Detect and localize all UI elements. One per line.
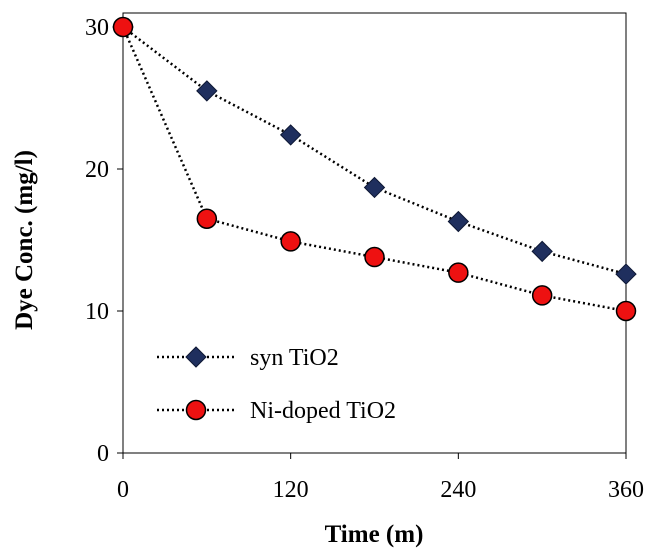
data-point — [363, 176, 386, 199]
legend-item: Ni-doped TiO2 — [157, 398, 396, 424]
data-point — [364, 246, 385, 268]
legend-label: syn TiO2 — [250, 345, 339, 371]
y-axis-ticks: 0 10 20 30 — [85, 15, 123, 467]
legend-item: syn TiO2 — [157, 345, 339, 371]
x-tick-label: 360 — [608, 477, 644, 503]
legend-marker — [185, 346, 207, 368]
legend-label: Ni-doped TiO2 — [250, 398, 396, 424]
legend: syn TiO2 Ni-doped TiO2 — [157, 345, 396, 424]
x-tick-label: 120 — [273, 477, 309, 503]
plot-area — [122, 12, 627, 454]
y-tick-label: 30 — [85, 15, 109, 41]
data-point — [615, 263, 637, 285]
data-point — [448, 262, 469, 283]
x-axis-label: Time (m) — [325, 521, 424, 548]
series-layer — [112, 16, 637, 322]
y-tick-label: 20 — [85, 157, 109, 183]
data-point — [531, 240, 553, 263]
data-point — [279, 124, 302, 146]
data-point — [196, 80, 218, 102]
data-point — [196, 208, 218, 229]
x-axis-ticks: 0 120 240 360 — [117, 453, 644, 503]
series-1 — [112, 16, 637, 285]
series-2 — [112, 16, 637, 322]
data-point — [531, 285, 553, 306]
x-tick-label: 0 — [117, 477, 129, 503]
y-tick-label: 0 — [97, 441, 109, 467]
data-point — [615, 300, 637, 322]
y-axis-label: Dye Conc. (mg/l) — [11, 150, 38, 330]
data-point — [447, 210, 470, 233]
data-point — [280, 231, 301, 252]
legend-marker — [185, 399, 207, 421]
data-point — [112, 16, 134, 38]
y-tick-label: 10 — [85, 299, 109, 325]
x-tick-label: 240 — [440, 477, 476, 503]
